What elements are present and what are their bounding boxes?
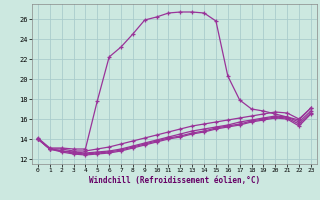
X-axis label: Windchill (Refroidissement éolien,°C): Windchill (Refroidissement éolien,°C): [89, 176, 260, 185]
